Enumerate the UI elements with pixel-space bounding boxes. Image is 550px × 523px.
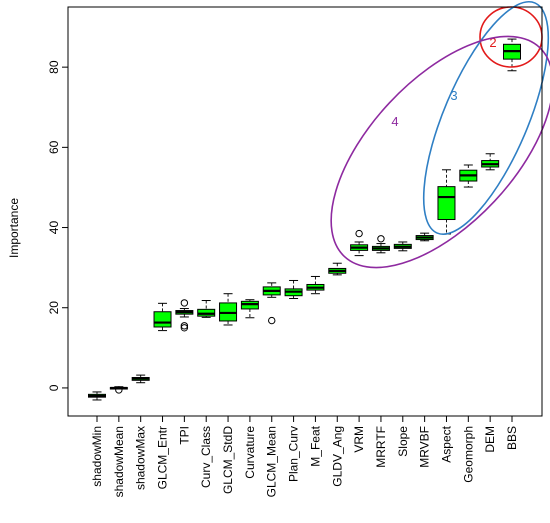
x-tick-label: shadowMean xyxy=(112,426,126,497)
box-series xyxy=(88,38,521,401)
x-tick-label: GLCM_Entr xyxy=(156,426,170,489)
outlier-point xyxy=(180,324,189,332)
annotation-label-3: 3 xyxy=(450,88,457,103)
x-tick-label: Aspect xyxy=(439,425,453,462)
y-tick-label: 40 xyxy=(47,221,61,235)
box-Aspect xyxy=(437,169,456,235)
x-tick-label: GLCM_Mean xyxy=(265,426,279,497)
y-tick-label: 60 xyxy=(47,140,61,154)
outlier-point xyxy=(377,235,385,243)
outlier-point xyxy=(268,316,276,325)
box-body xyxy=(153,311,172,328)
x-tick-label: Curvature xyxy=(243,426,257,479)
x-tick-label: Plan_Curv xyxy=(287,426,301,482)
x-tick-label: BBS xyxy=(505,426,519,450)
outlier-point xyxy=(180,299,189,307)
box-Plan_Curv xyxy=(284,279,303,300)
x-tick-label: shadowMin xyxy=(90,426,104,487)
x-tick-label: MRRTF xyxy=(374,426,388,468)
box-shadowMean xyxy=(109,386,128,394)
y-axis: 0 20 40 60 80 xyxy=(47,60,68,391)
box-GLCM_Entr xyxy=(153,302,172,332)
x-tick-label: Geomorph xyxy=(461,426,475,483)
box-body xyxy=(437,186,456,221)
annotation-layer: 2 3 4 xyxy=(330,0,550,269)
box-GLCM_Mean xyxy=(262,282,281,325)
box-M_Feat xyxy=(306,275,325,295)
y-tick-label: 80 xyxy=(47,60,61,74)
y-axis-title: Importance xyxy=(7,198,21,258)
x-tick-label: M_Feat xyxy=(308,425,322,466)
x-tick-label: Curv_Class xyxy=(199,426,213,488)
annotation-ellipse-3 xyxy=(422,0,550,236)
outlier-point xyxy=(115,386,123,394)
box-GLDV_Ang xyxy=(328,262,347,276)
box-Slope xyxy=(393,241,412,252)
box-DEM xyxy=(481,153,500,171)
annotation-label-2: 2 xyxy=(489,35,496,50)
box-MRVBF xyxy=(415,232,434,242)
box-GLCM_StdD xyxy=(219,293,238,326)
y-tick-label: 20 xyxy=(47,301,61,315)
plot-frame xyxy=(67,6,543,417)
x-tick-label: GLDV_Ang xyxy=(330,426,344,487)
x-tick-label: DEM xyxy=(483,426,497,453)
outlier-point xyxy=(355,229,363,238)
annotation-label-4: 4 xyxy=(391,114,398,129)
box-shadowMin xyxy=(88,391,106,401)
x-tick-label: MRVBF xyxy=(418,426,432,468)
x-tick-label: VRM xyxy=(352,426,366,453)
x-tick-label: TPI xyxy=(177,426,191,445)
box-Curv_Class xyxy=(197,300,216,318)
x-tick-label: Slope xyxy=(396,426,410,457)
box-Curvature xyxy=(240,299,259,319)
annotation-ellipse-4 xyxy=(330,35,550,269)
outlier-point xyxy=(180,322,189,330)
box-MRRTF xyxy=(371,235,390,254)
box-TPI xyxy=(175,299,194,332)
x-axis: shadowMin shadowMean shadowMax GLCM_Entr TPI… xyxy=(90,416,519,497)
box-shadowMax xyxy=(131,374,150,384)
x-tick-label: GLCM_StdD xyxy=(221,426,235,494)
box-Geomorph xyxy=(459,164,478,188)
box-BBS xyxy=(503,38,521,72)
x-tick-label: shadowMax xyxy=(134,426,148,490)
y-tick-label: 0 xyxy=(47,384,61,391)
box-VRM xyxy=(350,229,369,257)
